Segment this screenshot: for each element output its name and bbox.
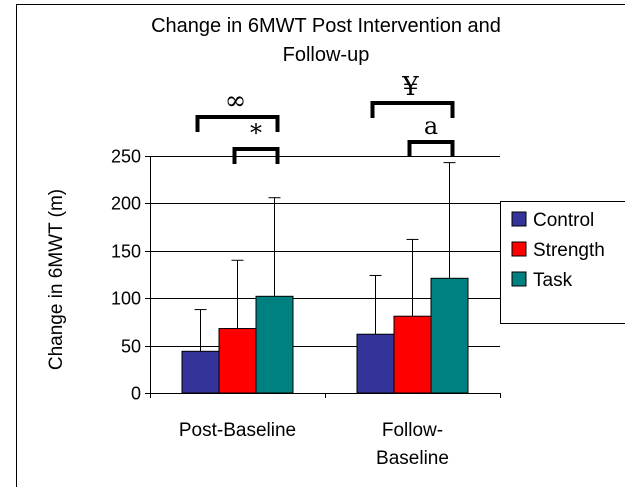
x-category-label: Baseline bbox=[376, 448, 449, 469]
chart-title-line: Change in 6MWT Post Intervention and bbox=[151, 15, 501, 37]
significance-symbol: * bbox=[250, 119, 262, 147]
x-category-label: Follow- bbox=[382, 420, 443, 441]
y-tick-label: 250 bbox=[111, 147, 141, 167]
bar-strength bbox=[394, 316, 431, 393]
significance-symbol: a bbox=[424, 112, 438, 140]
y-axis-title: Change in 6MWT (m) bbox=[46, 189, 67, 370]
bar-strength bbox=[219, 329, 256, 393]
y-tick-label: 200 bbox=[111, 194, 141, 214]
significance-symbol: ¥ bbox=[401, 72, 419, 102]
chart-title-line: Follow-up bbox=[283, 44, 370, 66]
legend-swatch bbox=[512, 272, 526, 286]
x-category-label: Post-Baseline bbox=[179, 420, 296, 441]
y-axis-title-group: Change in 6MWT (m) bbox=[46, 189, 67, 370]
y-tick-label: 50 bbox=[121, 337, 141, 357]
y-tick-label: 150 bbox=[111, 242, 141, 262]
bar-task bbox=[431, 278, 468, 393]
legend-label: Control bbox=[533, 210, 594, 231]
y-tick-label: 0 bbox=[131, 384, 141, 404]
bar-control bbox=[357, 334, 394, 393]
legend: Control Strength Task bbox=[501, 202, 625, 324]
legend-label: Task bbox=[533, 270, 573, 291]
legend-swatch bbox=[512, 242, 526, 256]
y-tick-label: 100 bbox=[111, 289, 141, 309]
bar-task bbox=[256, 296, 293, 393]
significance-symbol: ∞ bbox=[225, 86, 247, 116]
legend-label: Strength bbox=[533, 240, 605, 261]
bar-control bbox=[182, 351, 219, 393]
legend-swatch bbox=[512, 212, 526, 226]
